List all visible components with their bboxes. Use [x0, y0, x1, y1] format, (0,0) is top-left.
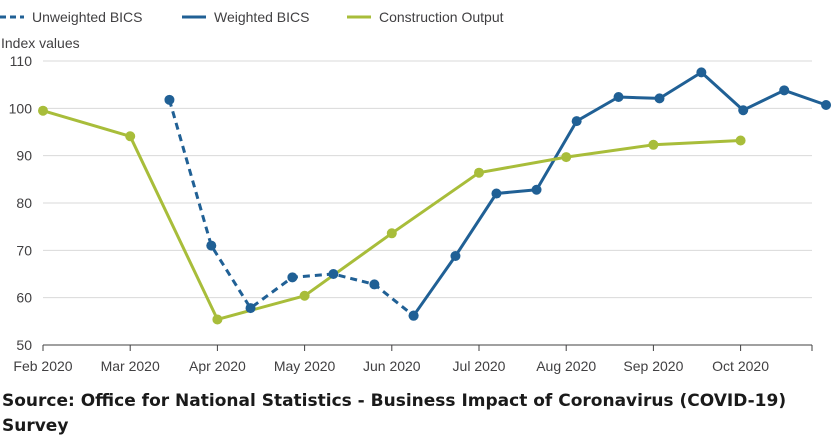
- series-line-construction-output: [42, 109, 741, 321]
- gridlines: [43, 60, 812, 299]
- data-point-weighted-bics: [450, 251, 461, 262]
- data-point-construction-output: [561, 152, 572, 163]
- x-tick-label: Jun 2020: [363, 358, 421, 374]
- data-point-construction-output: [212, 314, 223, 325]
- data-point-unweighted-bics: [328, 269, 339, 279]
- data-point-construction-output: [648, 139, 659, 150]
- x-axis: Feb 2020 Mar 2020 Apr 2020 May 2020 Jun 2020…: [13, 344, 813, 374]
- x-tick-label: Jul 2020: [453, 358, 506, 374]
- y-tick-label: 60: [16, 290, 32, 306]
- y-axis-label: Index values: [1, 35, 80, 51]
- x-tick-label: Apr 2020: [189, 358, 246, 374]
- legend: Unweighted BICS Weighted BICS Construction…: [0, 9, 504, 25]
- y-tick-label: 80: [16, 195, 32, 211]
- line-chart: Unweighted BICS Weighted BICS Construction…: [0, 9, 832, 374]
- data-point-unweighted-bics: [206, 240, 217, 251]
- data-point-construction-output: [125, 131, 136, 142]
- data-point-weighted-bics: [571, 116, 582, 127]
- source-note: Source: Office for National Statistics -…: [2, 391, 787, 436]
- data-point-weighted-bics: [408, 310, 419, 321]
- data-point-construction-output: [386, 228, 397, 239]
- x-tick-label: May 2020: [274, 358, 336, 374]
- y-tick-label: 110: [10, 53, 33, 69]
- data-point-unweighted-bics: [245, 303, 256, 314]
- legend-label: Weighted BICS: [214, 9, 309, 25]
- y-tick-label: 70: [16, 242, 32, 258]
- data-point-weighted-bics: [531, 184, 542, 195]
- x-tick-label: Feb 2020: [13, 358, 72, 374]
- x-tick-label: Oct 2020: [712, 358, 769, 374]
- data-point-unweighted-bics: [164, 94, 175, 105]
- series-line-weighted-bics: [412, 70, 827, 317]
- x-tick-label: Mar 2020: [101, 358, 160, 374]
- y-tick-label: 50: [16, 337, 32, 353]
- legend-item: Weighted BICS: [182, 9, 309, 25]
- data-point-construction-output: [474, 167, 484, 178]
- x-tick-label: Aug 2020: [536, 358, 596, 374]
- data-point-weighted-bics: [738, 105, 749, 116]
- y-axis-ticks: 50 60 70 80 90 100 110: [9, 53, 33, 353]
- legend-label: Construction Output: [379, 9, 504, 25]
- data-point-weighted-bics: [821, 100, 832, 111]
- data-point-construction-output: [735, 135, 746, 146]
- series-lines: [42, 70, 827, 321]
- x-tick-label: Sep 2020: [623, 358, 683, 374]
- data-point-construction-output: [299, 290, 310, 301]
- data-point-weighted-bics: [654, 93, 665, 104]
- legend-item: Construction Output: [347, 9, 504, 25]
- data-point-weighted-bics: [613, 91, 624, 102]
- legend-item: Unweighted BICS: [0, 9, 143, 25]
- legend-label: Unweighted BICS: [32, 9, 143, 25]
- series-points: [38, 67, 832, 325]
- data-point-weighted-bics: [779, 85, 790, 96]
- data-point-weighted-bics: [696, 67, 707, 78]
- y-tick-label: 90: [16, 148, 32, 164]
- data-point-construction-output: [38, 105, 48, 116]
- y-tick-label: 100: [9, 100, 33, 116]
- data-point-unweighted-bics: [369, 279, 380, 290]
- data-point-unweighted-bics: [287, 272, 298, 283]
- data-point-weighted-bics: [491, 188, 502, 199]
